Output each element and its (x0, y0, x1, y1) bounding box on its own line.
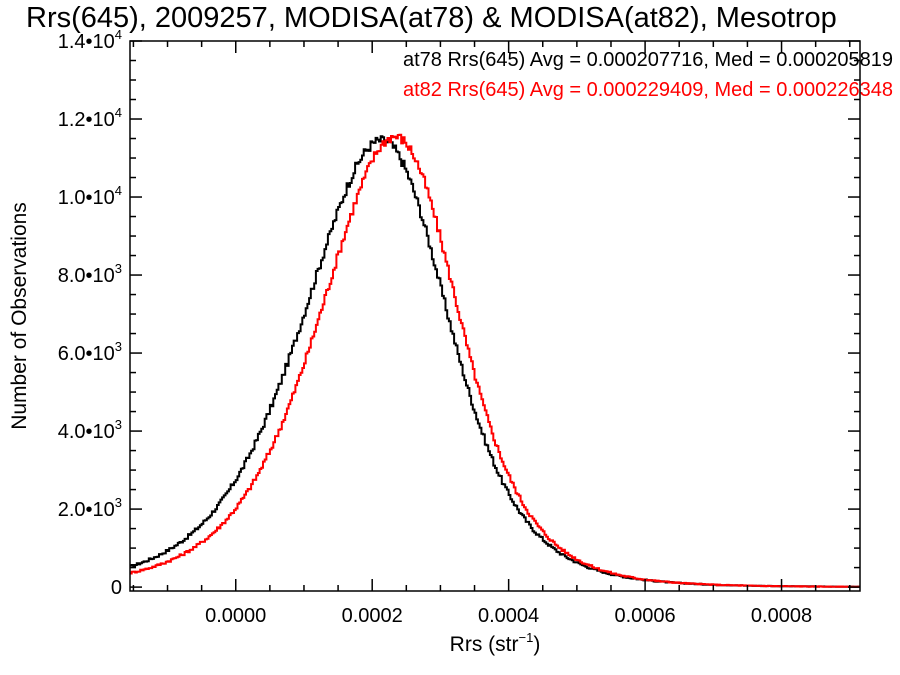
legend-entry-at82: at82 Rrs(645) Avg = 0.000229409, Med = 0… (403, 79, 893, 101)
chart-title: Rrs(645), 2009257, MODISA(at78) & MODISA… (26, 2, 837, 34)
plot-frame (129, 40, 861, 592)
x-tick-label: 0.0008 (751, 605, 812, 627)
y-tick-labels: 0 2.0•103 4.0•103 6.0•103 8.0•103 1.0•104 1.2•… (58, 27, 122, 599)
legend: at78 Rrs(645) Avg = 0.000207716, Med = 0… (403, 49, 893, 101)
tick-layer (130, 40, 860, 591)
series-layer (130, 133, 860, 588)
legend-entry-at78: at78 Rrs(645) Avg = 0.000207716, Med = 0… (403, 49, 893, 71)
y-tick-label: 2.0•103 (58, 495, 122, 521)
y-tick-label: 0 (111, 577, 122, 599)
x-tick-label: 0.0002 (342, 605, 403, 627)
y-tick-label: 1.4•104 (58, 27, 122, 53)
series-0-histogram (130, 135, 860, 588)
x-tick-labels: 0.0000 0.0002 0.0004 0.0006 0.0008 (205, 605, 812, 627)
series-1-histogram (130, 133, 860, 588)
x-tick-label: 0.0000 (205, 605, 266, 627)
y-tick-label: 4.0•103 (58, 417, 122, 443)
y-tick-label: 1.0•104 (58, 183, 122, 209)
x-axis-label: Rrs (str−1) (450, 630, 541, 656)
y-axis-label: Number of Observations (8, 202, 31, 430)
x-tick-label: 0.0004 (478, 605, 539, 627)
y-tick-label: 6.0•103 (58, 339, 122, 365)
y-tick-label: 8.0•103 (58, 261, 122, 287)
y-tick-label: 1.2•104 (58, 105, 122, 131)
x-tick-label: 0.0006 (615, 605, 676, 627)
